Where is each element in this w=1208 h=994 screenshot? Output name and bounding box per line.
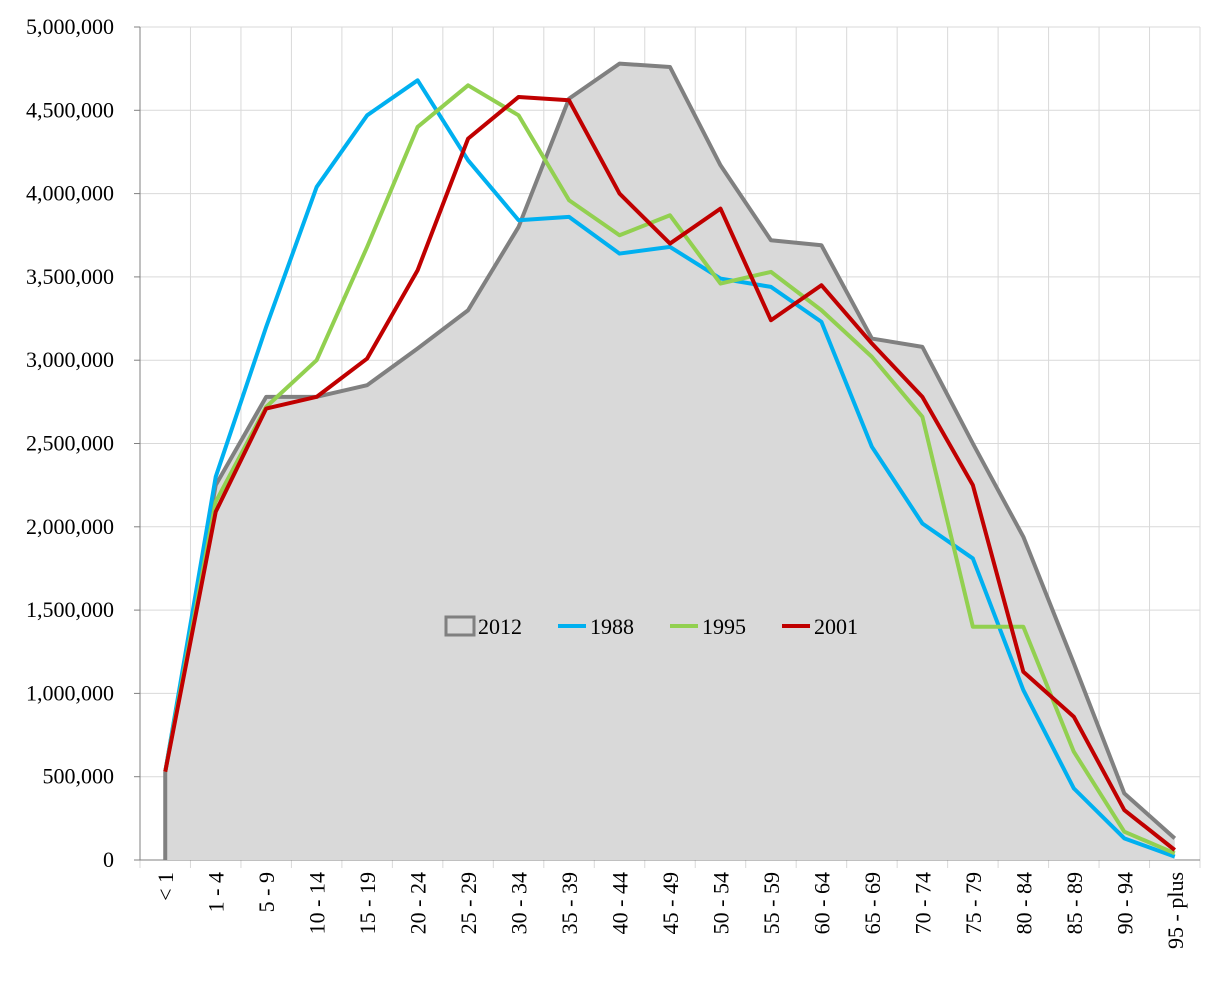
legend-label: 2012 bbox=[478, 614, 522, 639]
y-tick-label: 500,000 bbox=[43, 764, 115, 789]
y-tick-label: 4,000,000 bbox=[26, 181, 114, 206]
legend-label: 1988 bbox=[590, 614, 634, 639]
y-tick-label: 3,500,000 bbox=[26, 264, 114, 289]
x-tick-label: 55 - 59 bbox=[759, 872, 784, 934]
x-tick-label: 30 - 34 bbox=[507, 872, 532, 934]
series-line bbox=[163, 83, 1176, 856]
area-line bbox=[163, 61, 1177, 840]
x-tick-label: 40 - 44 bbox=[608, 872, 633, 934]
y-tick-label: 1,000,000 bbox=[26, 680, 114, 705]
area-fill bbox=[165, 63, 1175, 861]
y-tick-label: 0 bbox=[103, 847, 114, 872]
y-tick-label: 2,000,000 bbox=[26, 514, 114, 539]
x-tick-label: 5 - 9 bbox=[254, 872, 279, 912]
series-line bbox=[163, 78, 1176, 859]
x-tick-label: 1 - 4 bbox=[204, 872, 229, 912]
x-tick-label: 90 - 94 bbox=[1112, 872, 1137, 934]
x-tick-label: 65 - 69 bbox=[860, 872, 885, 934]
x-tick-label: 70 - 74 bbox=[910, 872, 935, 934]
y-tick-label: 5,000,000 bbox=[26, 14, 114, 39]
x-tick-label: 95 - plus bbox=[1163, 872, 1188, 949]
legend-swatch bbox=[444, 615, 476, 637]
series-line bbox=[163, 94, 1177, 852]
x-tick-label: 45 - 49 bbox=[658, 872, 683, 934]
x-tick-label: 60 - 64 bbox=[809, 872, 834, 934]
legend-label: 1995 bbox=[702, 614, 746, 639]
y-tick-label: 4,500,000 bbox=[26, 97, 114, 122]
legend: 2012 1988 1995 2001 bbox=[444, 614, 858, 639]
x-tick-label: 50 - 54 bbox=[708, 872, 733, 934]
x-tick-label: 80 - 84 bbox=[1011, 872, 1036, 934]
x-tick-label: < 1 bbox=[153, 872, 178, 901]
x-tick-label: 75 - 79 bbox=[961, 872, 986, 934]
x-tick-label: 15 - 19 bbox=[355, 872, 380, 934]
x-tick-label: 20 - 24 bbox=[406, 872, 431, 934]
y-tick-label: 1,500,000 bbox=[26, 597, 114, 622]
x-tick-label: 25 - 29 bbox=[456, 872, 481, 934]
y-tick-label: 2,500,000 bbox=[26, 431, 114, 456]
y-tick-label: 3,000,000 bbox=[26, 347, 114, 372]
x-tick-label: 10 - 14 bbox=[305, 872, 330, 934]
x-tick-label: 35 - 39 bbox=[557, 872, 582, 934]
x-tick-label: 85 - 89 bbox=[1062, 872, 1087, 934]
legend-label: 2001 bbox=[814, 614, 858, 639]
